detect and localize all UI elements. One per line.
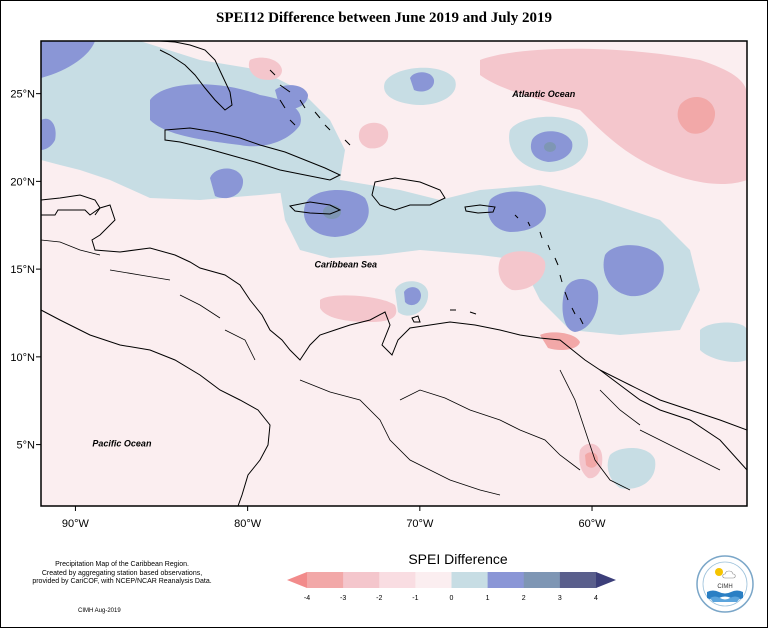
lon-tick-label: 60°W [579,518,607,530]
spei-region-blue [410,72,435,92]
coastline-mainland [41,204,747,506]
legend-swatch [307,572,344,588]
spei-region-pink [358,122,389,149]
cimh-logo-icon: CIMH [696,555,754,613]
logo-text: CIMH [717,584,732,590]
map-border [40,40,748,507]
legend-colorbar: -4 -3 -2 -1 0 1 2 3 4 [287,572,616,602]
lon-tick-label: 90°W [62,518,90,530]
coastline-cuba [164,127,342,181]
lat-tick-label: 10°N [10,352,35,364]
spei-region-blue [150,84,301,147]
legend-tick-label: -3 [340,595,346,602]
coastline-hispaniola [371,177,446,211]
spei-region-light-blue [700,322,747,362]
legend-swatch [415,572,452,588]
lon-tick-label: 80°W [234,518,262,530]
spei-region-slate [323,205,341,219]
legend-tick-label: 0 [450,595,454,602]
longitude-axis: 90°W 80°W 70°W 60°W [62,506,606,530]
spei-region-blue [562,278,599,332]
spei-region-rose [677,96,716,134]
legend-tick-label: 4 [594,595,598,602]
lon-tick-label: 70°W [406,518,434,530]
ocean-labels: Atlantic Ocean Caribbean Sea Pacific Ocean [92,89,575,448]
spei-region-blue [603,245,664,297]
ocean-label: Atlantic Ocean [511,89,576,99]
legend-tick-label: -4 [304,595,310,602]
spei-region-rose [540,332,580,350]
spei-region-blue [41,118,56,150]
lat-tick-label: 5°N [17,440,36,452]
legend-tick-label: -1 [412,595,418,602]
coastline-abc-islands [411,309,477,323]
spei-region-blue [210,168,244,199]
credit-text: CIMH Aug-2019 [78,608,121,614]
lat-tick-label: 15°N [10,264,35,276]
info-line: Precipitation Map of the Caribbean Regio… [55,561,189,568]
info-text: Precipitation Map of the Caribbean Regio… [22,561,222,587]
spei-region-pink [320,295,397,322]
legend-tick-label: -2 [376,595,382,602]
coastlines [41,41,747,506]
ocean-label: Pacific Ocean [92,438,152,448]
coastline-florida [159,41,233,111]
spei-region-blue [275,85,308,110]
map-title: SPEI12 Difference between June 2019 and … [216,10,552,26]
spei-region-pink [498,251,546,291]
spei-field [41,41,747,506]
coastline-puerto-rico [464,204,496,214]
spei-region-slate [544,142,556,152]
spei-region-rose [585,452,598,468]
legend-swatch [343,572,380,588]
info-line: provided by CariCOF, with NCEP/NCAR Rean… [32,578,212,585]
legend-swatch [559,572,597,588]
spei-region-pink [480,48,747,185]
lat-tick-label: 25°N [10,89,35,101]
coastline-inland-borders [41,239,721,496]
legend-title: SPEI Difference [408,551,508,567]
info-line: Created by aggregating station based obs… [41,569,203,577]
legend-tick-label: 2 [522,595,526,602]
ocean-label: Caribbean Sea [315,259,378,269]
coastline-bahamas [269,69,351,146]
legend-swatch [451,572,489,588]
spei-region-blue [488,191,546,232]
coastline-yucatan [41,194,101,216]
legend-arrow-left [287,572,307,588]
legend-swatch [379,572,416,588]
lat-tick-label: 20°N [10,176,35,188]
spei-region-blue [41,41,95,78]
legend-swatch [487,572,525,588]
coastline-lesser-antilles [514,214,584,325]
spei-region-light-blue [607,448,656,489]
coastline-guianas [599,369,747,431]
spei-region-blue [404,287,421,306]
legend-arrow-right [596,572,616,588]
coastline-jamaica [288,201,342,215]
latitude-axis: 25°N 20°N 15°N 10°N 5°N [10,89,41,452]
legend-tick-label: 1 [486,595,490,602]
legend-tick-label: 3 [558,595,562,602]
legend-swatch [523,572,561,588]
